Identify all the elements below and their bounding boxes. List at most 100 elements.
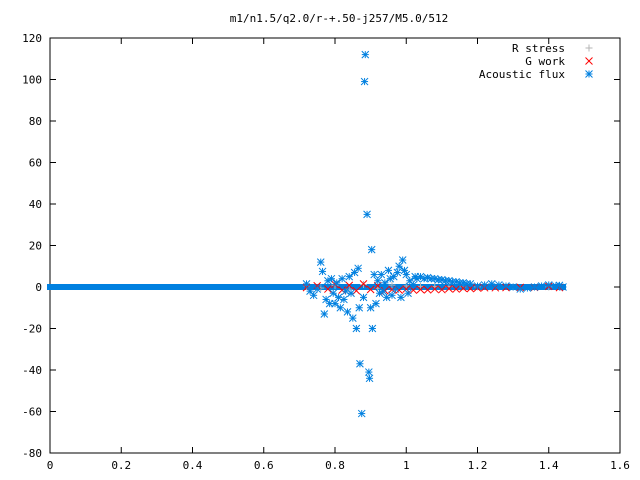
data-point bbox=[398, 256, 407, 264]
data-point bbox=[459, 284, 468, 293]
data-point bbox=[332, 278, 341, 287]
data-point bbox=[409, 281, 418, 289]
data-point bbox=[473, 282, 482, 290]
data-point bbox=[377, 270, 386, 279]
x-tick-label: 1.2 bbox=[468, 459, 488, 472]
data-point bbox=[417, 282, 424, 290]
data-point bbox=[359, 293, 368, 302]
data-point bbox=[357, 409, 366, 418]
y-tick-label: 40 bbox=[29, 198, 42, 211]
data-point bbox=[395, 262, 403, 271]
x-tick-label: 1.4 bbox=[539, 459, 559, 472]
data-point bbox=[391, 285, 400, 293]
legend-marker bbox=[585, 44, 593, 52]
y-tick-label: -80 bbox=[22, 447, 42, 460]
data-point bbox=[466, 280, 475, 288]
x-tick-label: 1 bbox=[403, 459, 410, 472]
data-point bbox=[416, 285, 425, 294]
data-point bbox=[480, 281, 489, 289]
x-tick-label: 1.6 bbox=[610, 459, 630, 472]
data-point bbox=[372, 299, 380, 308]
data-point bbox=[402, 285, 411, 293]
y-tick-label: 80 bbox=[29, 115, 42, 128]
data-point bbox=[356, 359, 364, 368]
data-point bbox=[388, 281, 396, 289]
data-point bbox=[404, 289, 412, 298]
data-point bbox=[364, 368, 373, 376]
data-point bbox=[402, 270, 411, 279]
data-point bbox=[345, 272, 354, 281]
data-point bbox=[523, 284, 532, 292]
data-point bbox=[313, 285, 322, 293]
data-point bbox=[327, 274, 336, 283]
data-point bbox=[365, 374, 374, 383]
data-point bbox=[559, 283, 567, 291]
y-tick-label: 0 bbox=[35, 281, 42, 294]
data-point bbox=[355, 303, 364, 312]
x-tick-label: 0.2 bbox=[111, 459, 131, 472]
data-point bbox=[462, 280, 471, 288]
legend-marker bbox=[585, 70, 593, 78]
data-point bbox=[423, 286, 432, 294]
data-point bbox=[336, 303, 345, 312]
data-point bbox=[366, 303, 375, 312]
data-point bbox=[345, 281, 354, 290]
data-point bbox=[343, 308, 352, 316]
data-point bbox=[487, 280, 496, 288]
legend-label: Acoustic flux bbox=[479, 68, 565, 81]
legend-label: R stress bbox=[512, 42, 565, 55]
plot-frame bbox=[49, 37, 621, 454]
data-point bbox=[384, 266, 393, 275]
data-point bbox=[368, 324, 377, 333]
data-point bbox=[430, 285, 439, 293]
data-point bbox=[397, 293, 405, 302]
data-point bbox=[316, 258, 325, 266]
data-point bbox=[354, 264, 363, 273]
data-point bbox=[530, 283, 539, 291]
y-tick-label: -60 bbox=[22, 406, 42, 419]
x-tick-label: 0.6 bbox=[254, 459, 274, 472]
data-point bbox=[544, 281, 553, 289]
data-point bbox=[405, 276, 414, 285]
data-point bbox=[452, 285, 460, 293]
data-point bbox=[516, 285, 525, 293]
data-point bbox=[347, 289, 355, 298]
data-point bbox=[495, 281, 503, 289]
data-point bbox=[361, 50, 370, 59]
data-point bbox=[366, 285, 375, 294]
data-point bbox=[537, 282, 546, 290]
data-point bbox=[388, 291, 396, 300]
legend-label: G work bbox=[525, 55, 565, 68]
data-point bbox=[509, 283, 517, 291]
data-point bbox=[331, 299, 339, 308]
data-point bbox=[445, 284, 453, 293]
data-point bbox=[438, 285, 446, 294]
y-tick-label: 100 bbox=[22, 74, 42, 87]
data-point bbox=[370, 270, 379, 279]
data-point bbox=[402, 282, 410, 290]
x-tick-label: 0 bbox=[47, 459, 54, 472]
data-point bbox=[360, 77, 369, 86]
y-tick-label: 120 bbox=[22, 32, 42, 45]
data-point bbox=[302, 280, 311, 288]
data-point bbox=[373, 276, 382, 285]
data-point bbox=[348, 314, 357, 322]
y-tick-label: -20 bbox=[22, 323, 42, 336]
data-point bbox=[338, 274, 346, 283]
y-tick-label: -40 bbox=[22, 364, 42, 377]
data-point bbox=[381, 278, 389, 287]
x-tick-label: 0.8 bbox=[325, 459, 345, 472]
data-point bbox=[379, 287, 387, 296]
data-point bbox=[318, 267, 327, 276]
legend-marker bbox=[585, 57, 593, 65]
data-point bbox=[367, 245, 376, 254]
data-point bbox=[502, 282, 510, 290]
data-point bbox=[393, 268, 402, 277]
y-tick-label: 60 bbox=[29, 157, 42, 170]
data-point bbox=[320, 310, 329, 318]
data-point bbox=[309, 291, 318, 300]
data-point bbox=[363, 210, 371, 219]
data-point bbox=[359, 280, 368, 288]
